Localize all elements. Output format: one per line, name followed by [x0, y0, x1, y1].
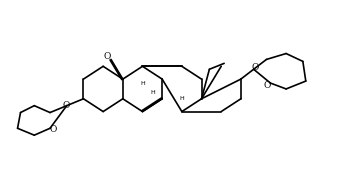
Text: H: H [150, 90, 155, 95]
Text: H: H [180, 96, 184, 101]
Text: O: O [264, 81, 271, 89]
Text: O: O [62, 101, 69, 110]
Text: O: O [104, 52, 111, 61]
Text: O: O [252, 63, 259, 72]
Text: H: H [140, 81, 145, 86]
Text: O: O [49, 125, 57, 134]
